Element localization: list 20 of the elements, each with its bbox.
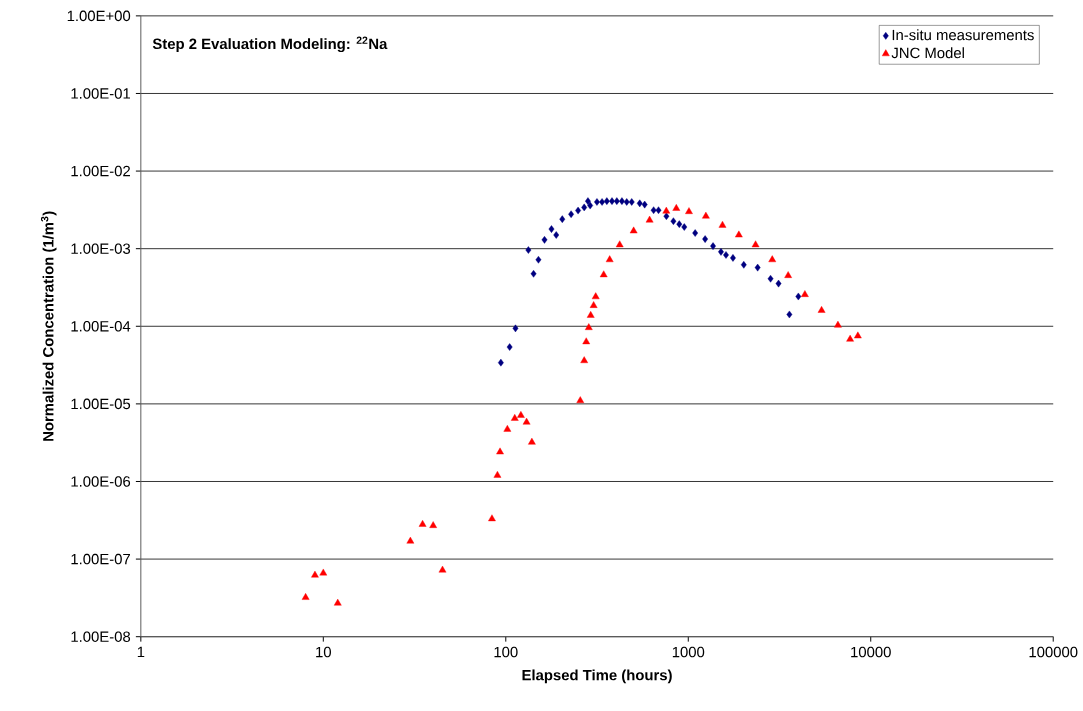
y-tick-label: 1.00E-01 <box>71 88 130 99</box>
legend-label: In-situ measurements <box>892 29 1034 41</box>
x-tick-label: 10000 <box>851 646 891 658</box>
y-tick-label: 1.00E-05 <box>71 398 131 410</box>
y-tick-label: 1.00E-03 <box>71 243 131 254</box>
y-tick-label: 1.00E-06 <box>71 476 131 487</box>
text: Step 2 Evaluation Modeling: $^{22}$Na <box>152 36 388 53</box>
y-tick-label: 1.00E-02 <box>71 165 130 177</box>
y-tick-label: 1.00E-04 <box>71 320 131 332</box>
x-tick-label: 10 <box>316 646 331 658</box>
legend-label: JNC Model <box>891 47 964 59</box>
y-tick-label: 1.00E+00 <box>67 10 131 22</box>
x-tick-label: 100000 <box>1029 646 1078 658</box>
x-axis-title: Elapsed Time (hours) <box>522 669 672 684</box>
y-axis-title: Normalized Concentration (1/m$^{3}$) <box>40 211 57 441</box>
x-tick-label: 1 <box>137 646 145 657</box>
x-tick-label: 1000 <box>672 646 705 658</box>
y-tick-label: 1.00E-07 <box>71 553 130 565</box>
x-tick-label: 100 <box>494 646 518 658</box>
y-tick-label: 1.00E-08 <box>71 631 131 642</box>
